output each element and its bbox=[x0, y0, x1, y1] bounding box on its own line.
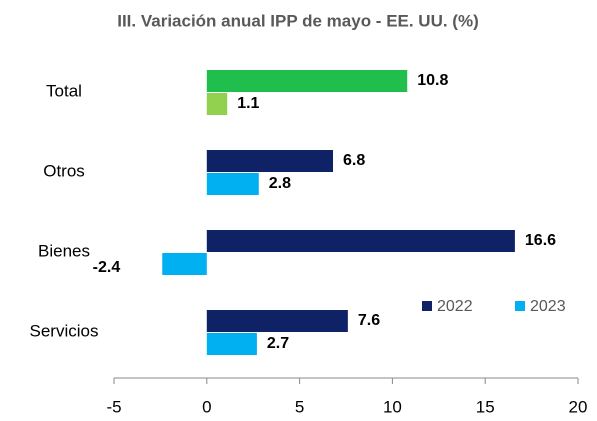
category-label: Total bbox=[46, 81, 82, 100]
x-tick-label: -5 bbox=[106, 397, 121, 416]
bar bbox=[206, 93, 228, 115]
x-tick-label: 15 bbox=[476, 397, 495, 416]
chart-title: III. Variación anual IPP de mayo - EE. U… bbox=[117, 11, 479, 30]
legend-swatch bbox=[515, 301, 525, 311]
bar bbox=[206, 173, 259, 195]
category-label: Otros bbox=[43, 161, 85, 180]
data-label: 2.8 bbox=[269, 175, 291, 192]
data-label: -2.4 bbox=[93, 259, 121, 276]
data-label: 7.6 bbox=[358, 312, 380, 329]
bar bbox=[206, 150, 334, 172]
legend-label: 2023 bbox=[530, 298, 566, 315]
legend-label: 2022 bbox=[437, 298, 473, 315]
category-label: Servicios bbox=[30, 321, 99, 340]
bar bbox=[206, 333, 257, 355]
x-tick-label: 5 bbox=[295, 397, 304, 416]
data-label: 6.8 bbox=[343, 152, 365, 169]
bar bbox=[206, 310, 348, 332]
x-tick-label: 0 bbox=[202, 397, 211, 416]
legend-swatch bbox=[422, 301, 432, 311]
category-label: Bienes bbox=[38, 241, 90, 260]
bar bbox=[206, 70, 408, 92]
bar bbox=[162, 253, 207, 275]
data-label: 10.8 bbox=[417, 72, 448, 89]
bar bbox=[206, 230, 515, 252]
x-tick-label: 10 bbox=[383, 397, 402, 416]
data-label: 16.6 bbox=[525, 232, 556, 249]
data-label: 1.1 bbox=[237, 95, 259, 112]
data-label: 2.7 bbox=[267, 335, 289, 352]
x-tick-label: 20 bbox=[569, 397, 588, 416]
